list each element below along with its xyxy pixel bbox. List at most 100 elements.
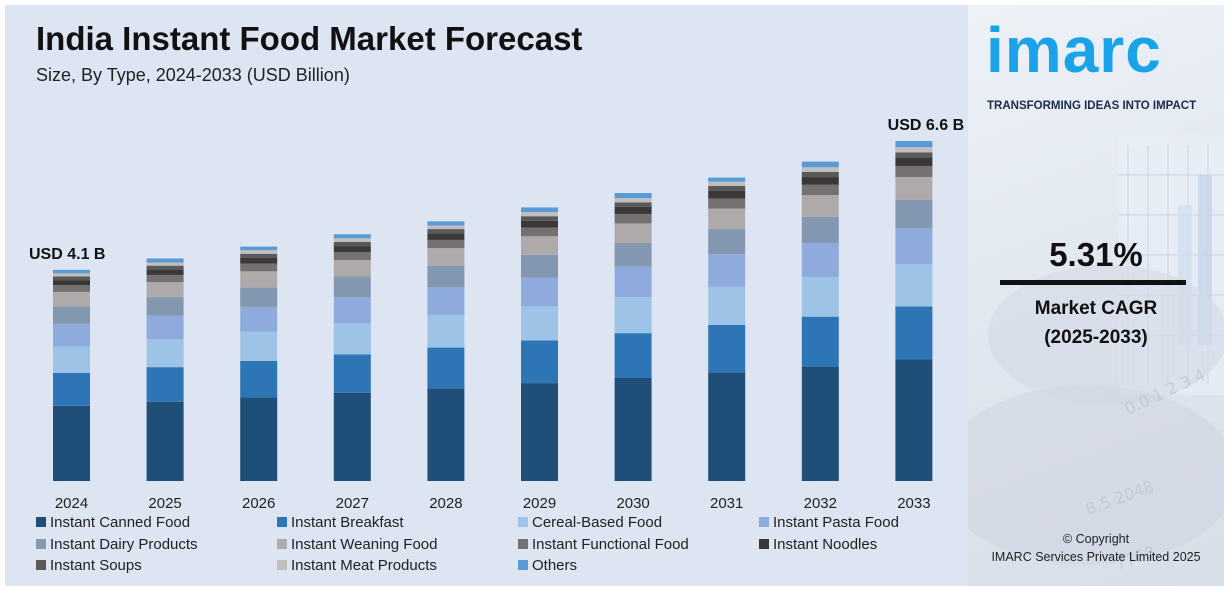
- bar-segment-2030-cereal-based-food: [614, 297, 652, 334]
- legend-swatch: [518, 538, 528, 549]
- total-label-2024: USD 4.1 B: [29, 246, 105, 263]
- bar-segment-2033-instant-functional-food: [895, 166, 933, 178]
- bar-segment-2026-instant-functional-food: [240, 263, 278, 272]
- x-tick-label-2032: 2032: [804, 495, 837, 512]
- bar-segment-2029-instant-soups: [521, 216, 558, 221]
- bar-segment-2033-instant-soups: [895, 152, 933, 158]
- bar-segment-2028-instant-functional-food: [427, 239, 465, 249]
- bar-segment-2027-instant-functional-food: [333, 252, 371, 260]
- bar-segment-2026-instant-pasta-food: [240, 306, 278, 332]
- company-name: IMARC Services Private Limited 2025: [991, 550, 1201, 564]
- bar-segment-2032-others: [801, 161, 839, 168]
- bar-segment-2024-instant-noodles: [53, 280, 90, 286]
- bar-segment-2032-instant-functional-food: [801, 184, 839, 196]
- legend-swatch: [36, 560, 46, 570]
- bar-segment-2029-instant-functional-food: [521, 227, 558, 237]
- legend-label: Instant Dairy Products: [50, 535, 198, 553]
- bar-segment-2024-instant-breakfast: [53, 372, 90, 406]
- bar-segment-2026-instant-soups: [240, 253, 278, 258]
- bar-segment-2032-cereal-based-food: [801, 277, 839, 317]
- divider: [1000, 280, 1186, 285]
- legend-swatch: [36, 538, 46, 549]
- legend-swatch: [36, 517, 46, 527]
- bar-segment-2024-instant-pasta-food: [53, 323, 90, 347]
- bar-segment-2033-cereal-based-food: [895, 264, 933, 307]
- bar-segment-2030-instant-soups: [614, 202, 652, 207]
- bar-segment-2031-instant-meat-products: [708, 181, 746, 186]
- bar-segment-2031-instant-weaning-food: [708, 208, 746, 230]
- bar-segment-2029-instant-weaning-food: [521, 236, 558, 255]
- bar-segment-2032-instant-noodles: [801, 177, 839, 185]
- bar-segment-2024-instant-canned-food: [53, 405, 90, 481]
- legend-item-instant-noodles: Instant Noodles: [759, 536, 877, 553]
- background-graphic: 0.0 1 2 3 4 8.5 2048 7768: [968, 135, 1224, 574]
- bar-segment-2029-instant-canned-food: [521, 383, 558, 481]
- chart-panel: 2024 2025 2026 2027 2028 2029 2030 2031 2032 2033…: [5, 5, 968, 586]
- bar-segment-2028-instant-pasta-food: [427, 287, 465, 316]
- bar-segment-2025-cereal-based-food: [146, 339, 184, 368]
- bar-segment-2031-instant-breakfast: [708, 324, 746, 373]
- stacked-bar-chart: 2024 2025 2026 2027 2028 2029 2030 2031 2032 2033…: [29, 117, 964, 512]
- legend-label: Cereal-Based Food: [532, 514, 663, 531]
- bar-segment-2024-instant-meat-products: [53, 273, 90, 277]
- legend-label: Others: [532, 557, 578, 574]
- bar-segment-2029-instant-noodles: [521, 220, 558, 228]
- x-tick-label-2033: 2033: [897, 495, 930, 512]
- bar-segment-2027-instant-meat-products: [333, 238, 371, 242]
- legend-label: Instant Functional Food: [532, 535, 689, 553]
- bar-segment-2028-instant-soups: [427, 229, 465, 234]
- cagr-label: Market CAGR: [1034, 298, 1158, 319]
- copyright-text: © Copyright: [1062, 532, 1130, 546]
- bar-segment-2033-instant-weaning-food: [895, 177, 933, 200]
- bar-segment-2029-instant-dairy-products: [521, 254, 558, 278]
- bar-segment-2025-instant-noodles: [146, 269, 184, 275]
- bar-segment-2025-instant-dairy-products: [146, 297, 184, 316]
- bar-segment-2027-instant-weaning-food: [333, 260, 371, 277]
- bar-segment-2033-instant-noodles: [895, 158, 933, 167]
- bar-segment-2025-others: [146, 258, 184, 263]
- cagr-value: 5.31%: [1049, 236, 1143, 273]
- bar-segment-2031-instant-soups: [708, 185, 746, 191]
- bar-segment-2032-instant-canned-food: [801, 366, 839, 481]
- legend-item-instant-meat-products: Instant Meat Products: [277, 557, 437, 574]
- brand-tagline: TRANSFORMING IDEAS INTO IMPACT: [987, 100, 1197, 112]
- legend-label: Instant Canned Food: [50, 514, 191, 531]
- legend-swatch: [759, 517, 769, 527]
- bar-segment-2030-instant-canned-food: [614, 377, 652, 481]
- bar-segment-2032-instant-weaning-food: [801, 195, 839, 217]
- legend-label: Instant Breakfast: [291, 514, 404, 531]
- bar-segment-2024-instant-dairy-products: [53, 306, 90, 324]
- bar-segment-2033-instant-breakfast: [895, 306, 933, 360]
- legend-item-cereal-based-food: Cereal-Based Food: [518, 514, 662, 531]
- bar-segment-2027-cereal-based-food: [333, 323, 371, 355]
- bar-segment-2032-instant-dairy-products: [801, 216, 839, 243]
- x-tick-label-2025: 2025: [148, 495, 181, 512]
- bar-segment-2029-others: [521, 207, 558, 213]
- legend-item-instant-functional-food: Instant Functional Food: [518, 536, 689, 553]
- legend-swatch: [518, 560, 528, 570]
- x-tick-label-2031: 2031: [710, 495, 743, 512]
- bar-segment-2027-instant-pasta-food: [333, 297, 371, 324]
- infographic: 2024 2025 2026 2027 2028 2029 2030 2031 2032 2033…: [5, 5, 1224, 586]
- bar-segment-2032-instant-breakfast: [801, 316, 839, 367]
- bar-segment-2030-instant-noodles: [614, 206, 652, 215]
- bar-segment-2028-instant-dairy-products: [427, 265, 465, 288]
- bar-segment-2027-others: [333, 234, 371, 239]
- bar-segment-2026-others: [240, 246, 278, 251]
- legend-item-instant-weaning-food: Instant Weaning Food: [277, 536, 437, 553]
- bar-segment-2027-instant-noodles: [333, 246, 371, 253]
- x-tick-label-2026: 2026: [242, 495, 275, 512]
- bar-segment-2031-instant-functional-food: [708, 198, 746, 209]
- legend-swatch: [518, 517, 528, 527]
- imarc-logo: imarc: [986, 14, 1162, 86]
- legend-swatch: [759, 538, 769, 549]
- bar-segment-2026-instant-canned-food: [240, 397, 278, 481]
- bar-segment-2030-instant-meat-products: [614, 198, 652, 203]
- bar-segment-2024-instant-functional-food: [53, 285, 90, 292]
- legend-item-instant-dairy-products: Instant Dairy Products: [36, 536, 198, 553]
- bar-segment-2024-instant-soups: [53, 276, 90, 281]
- bar-segment-2026-cereal-based-food: [240, 331, 278, 361]
- total-label-2033: USD 6.6 B: [888, 117, 964, 134]
- bar-segment-2030-instant-dairy-products: [614, 243, 652, 267]
- legend-item-others: Others: [518, 557, 577, 574]
